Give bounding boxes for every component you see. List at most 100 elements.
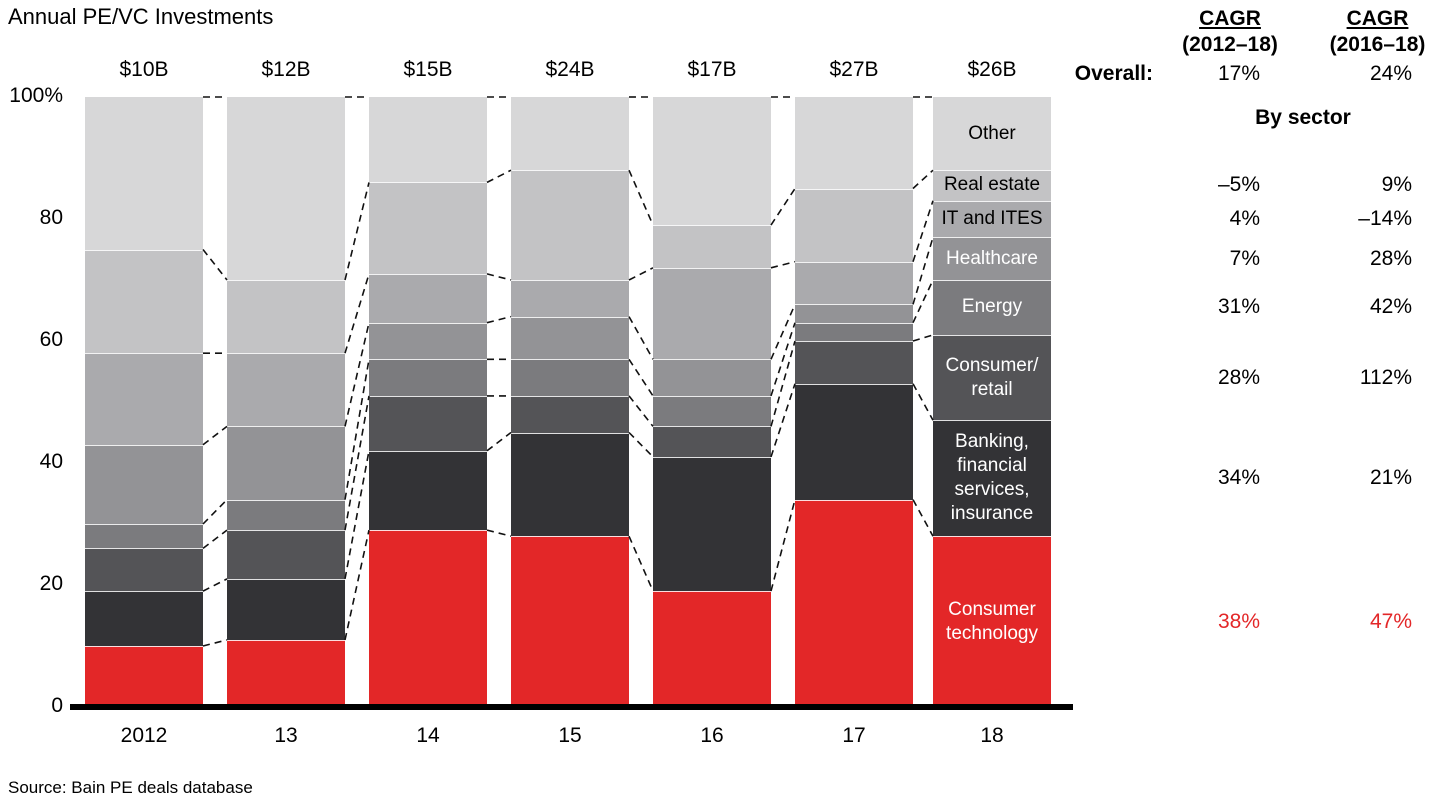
segment-banking-financial-services-insurance-16 bbox=[653, 456, 771, 592]
connector-line bbox=[486, 529, 512, 537]
connector-line bbox=[770, 322, 796, 397]
connector-line bbox=[344, 182, 370, 281]
segment-healthcare-17 bbox=[795, 304, 913, 323]
segment-healthcare-18 bbox=[933, 237, 1051, 280]
segment-banking-financial-services-insurance-17 bbox=[795, 383, 913, 500]
cagr-2012-18-energy: 31% bbox=[1217, 295, 1260, 319]
chart-title: Annual PE/VC Investments bbox=[8, 4, 274, 29]
segment-label-real-estate: Real estate bbox=[933, 170, 1051, 201]
connector-line bbox=[912, 383, 934, 421]
segment-consumer-retail-18 bbox=[933, 334, 1051, 421]
segment-consumer-technology-14 bbox=[369, 530, 487, 707]
segment-it-and-ites-18 bbox=[933, 200, 1051, 238]
bar-total-15: $24B bbox=[545, 58, 595, 81]
segment-healthcare-16 bbox=[653, 359, 771, 396]
connector-line bbox=[344, 395, 370, 531]
cagr-2016-18-it-and-ites: –14% bbox=[1358, 207, 1412, 230]
connector-line bbox=[770, 188, 796, 226]
connector-line bbox=[628, 267, 654, 281]
cagr-2012-18-header: CAGR (2012–18) bbox=[1155, 6, 1305, 60]
cagr-2012-18-consumer-retail: 28% bbox=[1217, 365, 1260, 389]
segment-it-and-ites-2012 bbox=[85, 353, 203, 445]
segment-real-estate-14 bbox=[369, 182, 487, 274]
segment-energy-17 bbox=[795, 322, 913, 341]
connector-line bbox=[912, 279, 934, 324]
connector-line bbox=[486, 431, 512, 452]
segment-label-line: insurance bbox=[950, 503, 1034, 525]
segment-real-estate-2012 bbox=[85, 249, 203, 354]
cagr-2016-18-healthcare: 28% bbox=[1369, 246, 1412, 270]
segment-healthcare-2012 bbox=[85, 444, 203, 524]
segment-real-estate-13 bbox=[227, 280, 345, 354]
x-tick-14: 14 bbox=[416, 724, 440, 747]
segment-other-18 bbox=[933, 97, 1051, 171]
segment-label-healthcare: Healthcare bbox=[933, 237, 1051, 280]
connector-line bbox=[628, 431, 654, 458]
connector-line bbox=[912, 237, 934, 305]
segment-consumer-technology-13 bbox=[227, 639, 345, 707]
connector-line bbox=[628, 316, 654, 360]
segment-energy-13 bbox=[227, 499, 345, 531]
cagr-2012-18-healthcare: 7% bbox=[1229, 246, 1260, 270]
segment-other-2012 bbox=[85, 97, 203, 250]
segment-label-line: retail bbox=[971, 378, 1013, 400]
bar-total-17: $27B bbox=[829, 58, 879, 81]
bar-17 bbox=[795, 97, 913, 707]
connector-line bbox=[770, 260, 796, 269]
y-tick-100pct: 100% bbox=[9, 84, 63, 107]
by-sector-label: By sector bbox=[1255, 106, 1351, 129]
segment-healthcare-13 bbox=[227, 426, 345, 500]
segment-label-line: Other bbox=[968, 122, 1016, 144]
overall-label: Overall: bbox=[1074, 62, 1153, 85]
segment-banking-financial-services-insurance-2012 bbox=[85, 591, 203, 646]
connector-line bbox=[912, 499, 934, 537]
segment-other-16 bbox=[653, 97, 771, 226]
segment-label-banking-financial-services-insurance: Banking, financial services, insurance bbox=[933, 420, 1051, 536]
segment-other-13 bbox=[227, 97, 345, 280]
overall-cagr-2012-18: 17% bbox=[1217, 62, 1260, 85]
bar-total-2012: $10B bbox=[119, 58, 169, 81]
segment-energy-2012 bbox=[85, 524, 203, 549]
y-tick-0: 0 bbox=[51, 694, 63, 717]
segment-energy-18 bbox=[933, 280, 1051, 335]
bar-total-13: $12B bbox=[261, 58, 311, 81]
segment-real-estate-16 bbox=[653, 225, 771, 268]
connector-line bbox=[344, 450, 370, 580]
segment-it-and-ites-14 bbox=[369, 273, 487, 323]
segment-label-line: IT and ITES bbox=[941, 208, 1043, 230]
segment-consumer-retail-13 bbox=[227, 530, 345, 579]
segment-label-consumer-technology: Consumer technology bbox=[933, 536, 1051, 707]
segment-label-line: technology bbox=[946, 622, 1038, 644]
connector-line bbox=[486, 273, 512, 281]
bar-total-14: $15B bbox=[403, 58, 453, 81]
bar-total-16: $17B bbox=[687, 58, 737, 81]
x-tick-15: 15 bbox=[558, 724, 582, 747]
connector-line bbox=[202, 249, 228, 281]
connector-line bbox=[770, 383, 796, 458]
segment-label-line: financial bbox=[957, 455, 1027, 477]
cagr-header-title: CAGR bbox=[1199, 7, 1261, 30]
segment-label-other: Other bbox=[933, 97, 1051, 170]
bar-15 bbox=[511, 97, 629, 707]
connector-line bbox=[628, 535, 654, 592]
segment-banking-financial-services-insurance-18 bbox=[933, 420, 1051, 537]
segment-banking-financial-services-insurance-14 bbox=[369, 450, 487, 531]
segment-other-14 bbox=[369, 97, 487, 183]
connector-line bbox=[486, 315, 512, 324]
bar-2012 bbox=[85, 97, 203, 707]
x-tick-2012: 2012 bbox=[120, 724, 168, 747]
segment-real-estate-17 bbox=[795, 188, 913, 262]
segment-real-estate-15 bbox=[511, 170, 629, 280]
y-tick-80: 80 bbox=[39, 206, 63, 229]
connector-line bbox=[628, 169, 654, 226]
segment-consumer-technology-2012 bbox=[85, 646, 203, 707]
segment-label-energy: Energy bbox=[933, 280, 1051, 335]
segment-real-estate-18 bbox=[933, 170, 1051, 201]
segment-consumer-retail-17 bbox=[795, 341, 913, 384]
connector-line bbox=[770, 304, 796, 360]
connector-line bbox=[912, 200, 934, 262]
segment-energy-15 bbox=[511, 359, 629, 396]
cagr-2016-18-banking-financial-services-insurance: 21% bbox=[1369, 466, 1412, 490]
cagr-2012-18-banking-financial-services-insurance: 34% bbox=[1217, 466, 1260, 490]
